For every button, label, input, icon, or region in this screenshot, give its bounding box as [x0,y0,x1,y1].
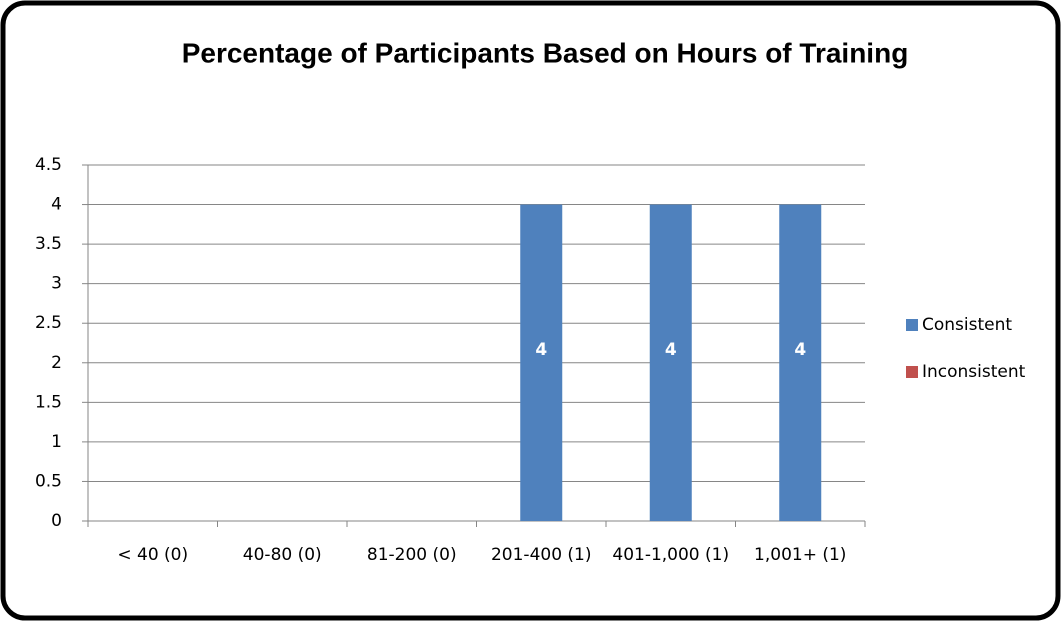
data-label: 4 [794,340,806,360]
y-tick-label: 3.5 [35,234,62,254]
y-tick-label: 4 [51,195,62,215]
legend-label: Inconsistent [922,362,1026,382]
y-tick-label: 1.5 [35,392,62,412]
bar [649,204,692,522]
data-label: 4 [535,340,547,360]
legend-swatch [906,319,918,331]
y-tick-label: 1 [51,432,62,452]
bar [520,204,563,522]
x-tick-label: 201-400 (1) [491,545,592,565]
x-tick-label: 1,001+ (1) [754,545,846,565]
x-tick-label: < 40 (0) [117,545,188,565]
x-tick-label: 40-80 (0) [243,545,322,565]
bar [779,204,822,522]
y-tick-label: 0.5 [35,471,62,491]
legend-swatch [906,366,918,378]
data-label: 4 [665,340,677,360]
x-tick-label: 401-1,000 (1) [612,545,729,565]
x-tick-label: 81-200 (0) [367,545,457,565]
y-tick-label: 2.5 [35,313,62,333]
chart-title: Percentage of Participants Based on Hour… [182,37,909,68]
y-tick-label: 4.5 [35,155,62,175]
y-tick-label: 2 [51,353,62,373]
y-tick-label: 0 [51,511,62,531]
legend-label: Consistent [922,315,1012,335]
y-tick-label: 3 [51,274,62,294]
